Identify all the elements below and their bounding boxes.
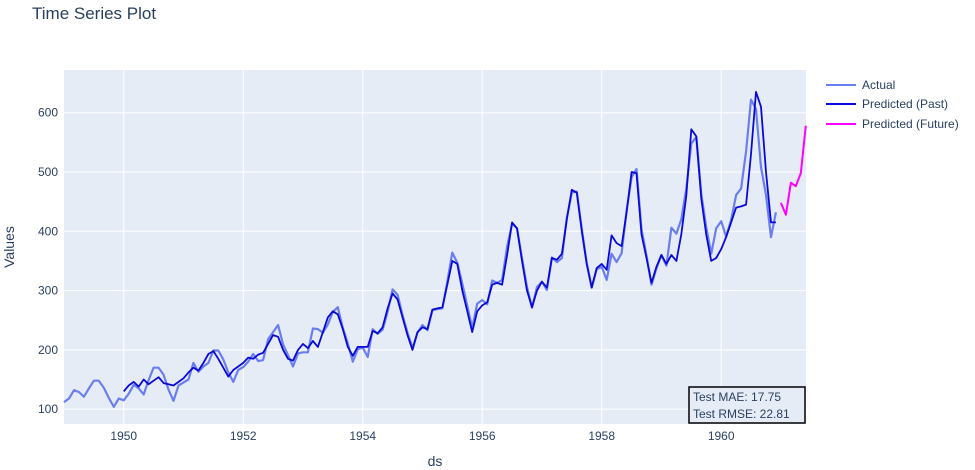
x-tick-label: 1960 — [708, 429, 735, 443]
legend-label-actual: Actual — [862, 78, 895, 92]
x-axis-title: ds — [428, 453, 443, 469]
y-tick-label: 300 — [38, 284, 58, 298]
legend-label-predicted-future: Predicted (Future) — [862, 117, 959, 131]
x-tick-label: 1958 — [588, 429, 615, 443]
metrics-annotation-box — [688, 386, 806, 424]
y-tick-label: 400 — [38, 224, 58, 238]
y-tick-label: 500 — [38, 165, 58, 179]
y-axis-title: Values — [1, 226, 17, 268]
x-tick-label: 1956 — [469, 429, 496, 443]
y-tick-label: 200 — [38, 343, 58, 357]
y-tick-label: 100 — [38, 402, 58, 416]
series-layer — [63, 91, 807, 408]
x-ticks: 1950 1952 1954 1956 1958 1960 — [110, 429, 734, 443]
plot-area — [64, 70, 806, 424]
chart-title: Time Series Plot — [32, 4, 156, 23]
legend-item-predicted-past[interactable]: Predicted (Past) — [826, 97, 948, 111]
test-rmse-label: Test RMSE: 22.81 — [693, 407, 790, 421]
legend-item-predicted-future[interactable]: Predicted (Future) — [826, 117, 959, 131]
y-tick-label: 600 — [38, 106, 58, 120]
legend-item-actual[interactable]: Actual — [826, 78, 895, 92]
series-predicted-future-line — [779, 125, 807, 216]
x-tick-label: 1954 — [349, 429, 376, 443]
y-ticks: 100 200 300 400 500 600 — [38, 106, 58, 416]
metrics-annotation: Test MAE: 17.75 Test RMSE: 22.81 — [688, 386, 806, 424]
legend-label-predicted-past: Predicted (Past) — [862, 97, 948, 111]
legend[interactable]: Actual Predicted (Past) Predicted (Futur… — [826, 78, 959, 131]
x-tick-label: 1950 — [110, 429, 137, 443]
x-tick-label: 1952 — [230, 429, 257, 443]
series-predicted-past-line — [123, 91, 776, 392]
test-mae-label: Test MAE: 17.75 — [693, 390, 781, 404]
